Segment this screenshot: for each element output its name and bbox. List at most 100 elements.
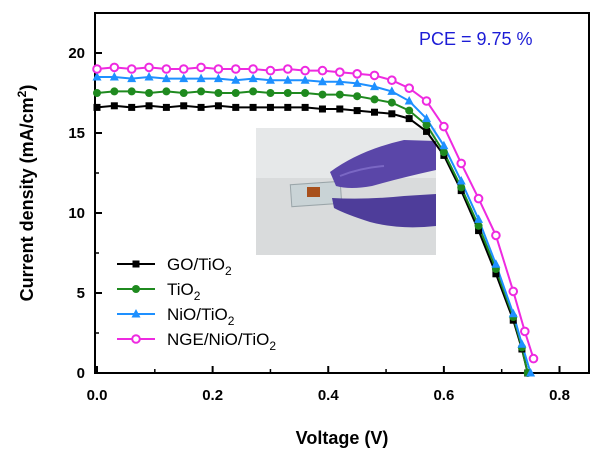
inset-glove-lower	[332, 194, 436, 228]
data-point	[197, 103, 205, 111]
data-point	[369, 70, 380, 81]
data-point	[405, 106, 414, 115]
x-tick-label: 0.4	[318, 387, 340, 404]
data-point	[528, 353, 539, 364]
data-point	[492, 270, 500, 278]
inset-glove-upper	[330, 140, 436, 188]
data-point	[127, 87, 136, 96]
data-point	[162, 87, 171, 96]
data-point	[405, 115, 413, 123]
data-point	[213, 64, 224, 74]
y-tick-label: 20	[68, 45, 85, 62]
data-point	[526, 368, 536, 377]
data-point	[265, 75, 275, 84]
legend-label: TiO2	[167, 280, 201, 303]
data-point	[491, 230, 501, 241]
legend-label: NiO/TiO2	[167, 305, 235, 328]
data-point	[180, 102, 188, 110]
data-point	[145, 102, 153, 110]
data-point	[475, 227, 483, 235]
data-point	[128, 103, 136, 111]
data-point	[283, 89, 292, 97]
data-point	[422, 113, 432, 123]
data-point	[231, 75, 241, 84]
data-point	[179, 73, 189, 83]
data-point	[388, 110, 396, 118]
legend-label: GO/TiO2	[167, 255, 232, 278]
data-point	[353, 92, 362, 101]
data-point	[300, 75, 310, 84]
series-markers	[92, 62, 539, 377]
y-axis-title-sup: 2	[15, 90, 29, 97]
data-point	[404, 83, 414, 93]
data-point	[474, 214, 484, 223]
legend-label-main: GO/TiO	[167, 255, 225, 274]
data-point	[352, 69, 362, 79]
legend-label: NGE/NiO/TiO2	[167, 330, 276, 353]
legend-label-sub: 2	[194, 289, 201, 303]
data-point	[370, 81, 379, 91]
data-point	[283, 75, 293, 84]
y-tick-label: 15	[68, 125, 85, 142]
data-point	[196, 62, 206, 73]
data-point	[318, 90, 327, 99]
axis-tick-labels: 0.0 0.2 0.4 0.6 0.8 0 5 10 15 20	[68, 45, 570, 404]
data-point	[439, 121, 449, 132]
axis-ticks	[95, 52, 561, 374]
data-point	[214, 89, 223, 97]
data-point	[352, 78, 362, 87]
data-point	[335, 76, 345, 86]
data-point	[161, 64, 172, 74]
data-point	[127, 73, 137, 83]
legend-label-main: NiO/TiO	[167, 305, 228, 324]
x-tick-label: 0.8	[549, 387, 570, 404]
legend-marker	[132, 285, 140, 293]
legend-label-main: NGE/NiO/TiO	[167, 330, 269, 349]
x-axis-title: Voltage (V)	[296, 428, 389, 448]
legend-label-sub: 2	[228, 314, 235, 328]
y-tick-label: 0	[77, 365, 85, 382]
inset-active-area	[307, 187, 320, 197]
y-tick-label: 10	[68, 205, 85, 222]
data-point	[404, 96, 414, 105]
data-point	[335, 67, 345, 77]
data-point	[266, 89, 275, 97]
data-point	[93, 89, 101, 97]
y-tick-label: 5	[77, 285, 85, 302]
data-point	[196, 73, 206, 83]
data-point	[336, 105, 344, 113]
data-point	[249, 87, 258, 96]
data-point	[197, 87, 206, 96]
data-point	[456, 158, 467, 169]
y-axis-title: Current density (mA/cm2)	[15, 85, 37, 302]
data-point	[473, 193, 484, 204]
data-point	[421, 96, 432, 106]
x-tick-label: 0.0	[87, 387, 108, 404]
data-point	[232, 103, 240, 111]
data-point	[284, 103, 292, 111]
legend-label-main: TiO	[167, 280, 194, 299]
inset-device-photo	[256, 128, 436, 255]
data-point	[248, 73, 258, 83]
data-point	[353, 107, 361, 115]
y-axis-title-close: )	[17, 85, 37, 91]
data-point	[92, 72, 102, 81]
data-point	[144, 72, 154, 81]
data-point	[231, 89, 240, 97]
data-point	[162, 103, 170, 111]
data-point	[370, 95, 379, 104]
data-point	[213, 73, 223, 83]
data-point	[387, 86, 397, 95]
data-point	[520, 326, 530, 337]
data-point	[93, 103, 101, 111]
data-point	[387, 75, 397, 85]
data-point	[371, 108, 378, 116]
data-point	[335, 90, 344, 99]
data-point	[109, 72, 119, 81]
data-point	[110, 87, 119, 96]
data-point	[179, 89, 188, 97]
data-point	[161, 73, 171, 83]
data-point	[423, 127, 431, 135]
